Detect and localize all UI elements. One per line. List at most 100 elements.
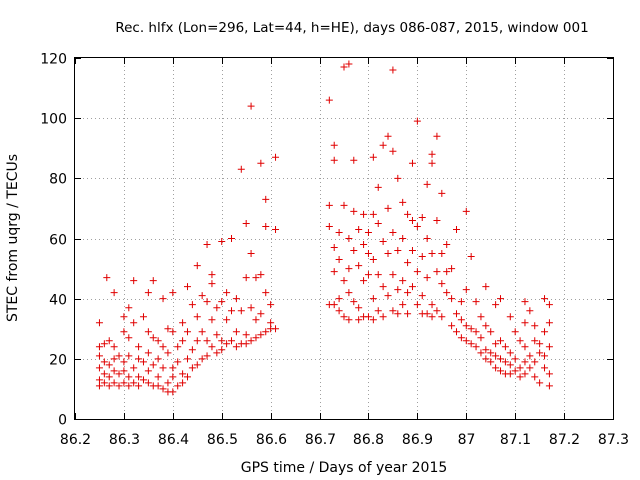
data-point (448, 295, 456, 303)
data-point (389, 66, 397, 74)
x-tick-label: 86.6 (256, 432, 287, 448)
data-point (526, 307, 534, 315)
data-point (242, 274, 250, 282)
data-point (345, 265, 353, 273)
data-point (164, 379, 172, 387)
data-point (545, 343, 553, 351)
x-tick-label: 86.8 (353, 432, 384, 448)
data-point (394, 286, 402, 294)
data-point (487, 328, 495, 336)
data-point (374, 219, 382, 227)
data-point (379, 313, 387, 321)
data-point (179, 379, 187, 387)
data-point (404, 259, 412, 267)
data-point (183, 328, 191, 336)
data-point (174, 382, 182, 390)
data-point (389, 228, 397, 236)
data-point (526, 352, 534, 360)
y-tick-label: 60 (49, 233, 67, 249)
data-point (203, 241, 211, 249)
data-point (467, 340, 475, 348)
data-point (272, 325, 280, 333)
data-point (423, 310, 431, 318)
data-point (267, 319, 275, 327)
data-point (355, 316, 363, 324)
data-point (144, 367, 152, 375)
data-point (232, 328, 240, 336)
data-point (330, 141, 338, 149)
data-point (492, 301, 500, 309)
data-point (120, 358, 128, 366)
data-point (467, 253, 475, 261)
data-point (506, 313, 514, 321)
data-point (379, 238, 387, 246)
data-point (404, 210, 412, 218)
data-point (413, 268, 421, 276)
data-point (443, 289, 451, 297)
data-point (262, 195, 270, 203)
data-point (105, 382, 113, 390)
data-point (154, 373, 162, 381)
data-point (325, 96, 333, 104)
data-point (252, 316, 260, 324)
data-point (149, 334, 157, 342)
data-point (120, 367, 128, 375)
data-point (110, 379, 118, 387)
data-point (262, 289, 270, 297)
data-point (438, 189, 446, 197)
data-point (541, 364, 549, 372)
data-point (516, 373, 524, 381)
data-point (536, 349, 544, 357)
data-point (105, 337, 113, 345)
data-point (526, 364, 534, 372)
data-point (247, 304, 255, 312)
data-point (330, 244, 338, 252)
data-point (203, 352, 211, 360)
data-point (335, 295, 343, 303)
data-point (149, 277, 157, 285)
data-point (213, 304, 221, 312)
data-point (433, 307, 441, 315)
data-point (125, 334, 133, 342)
data-point (448, 265, 456, 273)
data-point (110, 355, 118, 363)
data-point (198, 355, 206, 363)
data-point (267, 301, 275, 309)
data-point (135, 382, 143, 390)
data-point (242, 219, 250, 227)
data-point (355, 304, 363, 312)
data-point (452, 310, 460, 318)
data-point (144, 289, 152, 297)
data-point (364, 313, 372, 321)
x-tick-labels: 86.2 86.3 86.4 86.5 86.6 86.7 86.8 86.9 87 87.1 87… (60, 432, 629, 448)
data-point (438, 313, 446, 321)
data-points (95, 60, 553, 396)
data-point (198, 292, 206, 300)
data-point (345, 316, 353, 324)
data-point (379, 283, 387, 291)
data-point (438, 280, 446, 288)
x-tick-label: 86.5 (207, 432, 238, 448)
data-point (472, 298, 480, 306)
data-point (369, 316, 377, 324)
data-point (501, 358, 509, 366)
data-point (262, 328, 270, 336)
data-point (364, 271, 372, 279)
data-point (198, 328, 206, 336)
data-point (399, 198, 407, 206)
data-point (105, 361, 113, 369)
data-point (374, 307, 382, 315)
data-point (257, 310, 265, 318)
data-point (130, 364, 138, 372)
data-point (433, 132, 441, 140)
data-point (482, 322, 490, 330)
data-point (477, 349, 485, 357)
data-point (179, 337, 187, 345)
data-point (506, 361, 514, 369)
data-point (193, 313, 201, 321)
data-point (164, 349, 172, 357)
data-point (179, 370, 187, 378)
data-point (545, 382, 553, 390)
data-point (433, 216, 441, 224)
data-point (125, 373, 133, 381)
